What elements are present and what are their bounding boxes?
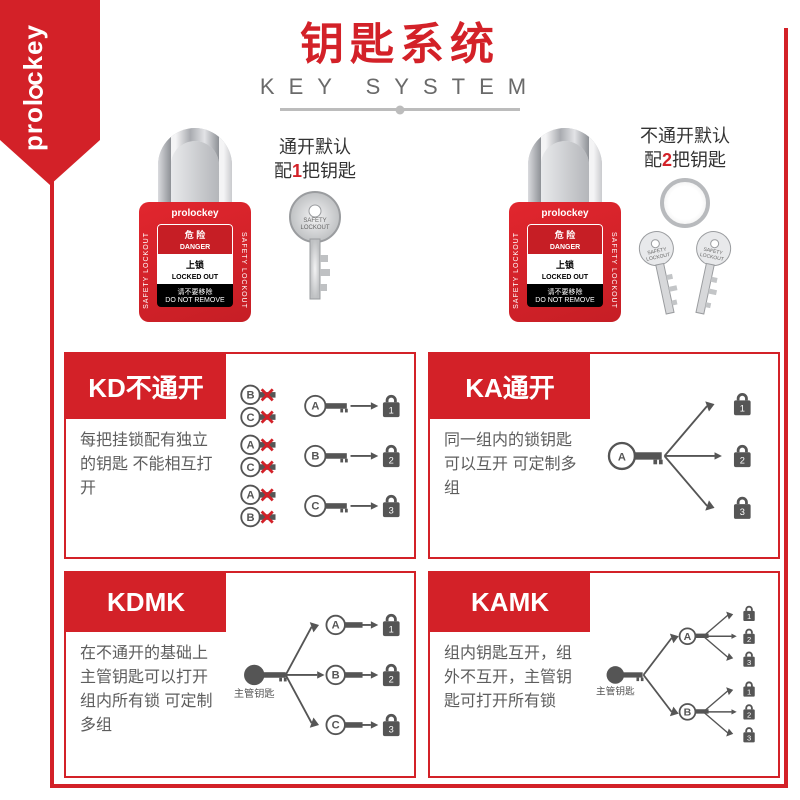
svg-text:A: A	[618, 452, 626, 464]
card-kamk: KAMK 组内钥匙互开，组外不互开，主管钥匙可打开所有锁 主管钥匙 A 1 2 …	[428, 571, 780, 778]
svg-text:1: 1	[389, 405, 394, 415]
padlock-label: 危 险DANGER 上锁LOCKED OUT 请不要移除DO NOT REMOV…	[527, 224, 603, 307]
svg-text:1: 1	[740, 404, 745, 414]
svg-text:1: 1	[747, 612, 751, 621]
svg-text:主管钥匙: 主管钥匙	[596, 685, 635, 697]
card-desc: 每把挂锁配有独立的钥匙 不能相互打开	[66, 419, 226, 509]
svg-text:B: B	[247, 390, 255, 402]
brand-logo: prolckey	[18, 24, 49, 151]
svg-text:B: B	[311, 451, 319, 463]
svg-text:2: 2	[747, 711, 751, 720]
kamk-diagram: 主管钥匙 A 1 2 3 B 1 2 3	[596, 579, 772, 770]
svg-text:LOCKOUT: LOCKOUT	[300, 225, 329, 231]
svg-text:3: 3	[747, 733, 751, 742]
svg-text:2: 2	[389, 455, 394, 465]
double-key-with-caption: 不通开默认 配2把钥匙 SAFETY LOCKOUT	[640, 124, 730, 321]
padlock-icon: SAFETY LOCKOUT SAFETY LOCKOUT prolockey …	[130, 122, 260, 322]
card-kd: KD不通开 每把挂锁配有独立的钥匙 不能相互打开	[64, 352, 416, 559]
svg-text:2: 2	[389, 674, 394, 684]
svg-text:1: 1	[389, 624, 394, 634]
svg-text:C: C	[332, 720, 340, 732]
svg-text:SAFETY: SAFETY	[303, 218, 326, 224]
card-desc: 在不通开的基础上 主管钥匙可以打开组内所有锁 可定制多组	[66, 632, 226, 746]
key-system-cards: KD不通开 每把挂锁配有独立的钥匙 不能相互打开	[64, 352, 780, 778]
lock-group-kd-default: SAFETY LOCKOUT SAFETY LOCKOUT prolockey …	[450, 122, 780, 322]
svg-text:B: B	[684, 706, 692, 718]
brand-arrow: prolckey	[0, 0, 130, 180]
card-title: KD不通开	[66, 354, 226, 419]
svg-text:C: C	[311, 501, 319, 513]
card-desc: 组内钥匙互开，组外不互开，主管钥匙可打开所有锁	[430, 632, 590, 722]
svg-text:2: 2	[747, 635, 751, 644]
svg-text:1: 1	[747, 688, 751, 697]
svg-text:2: 2	[740, 455, 745, 465]
single-key-with-caption: 通开默认 配1把钥匙 SAFETY LOCKOUT	[270, 135, 360, 310]
svg-text:主管钥匙: 主管钥匙	[234, 687, 275, 700]
lock-comparison-row: SAFETY LOCKOUT SAFETY LOCKOUT prolockey …	[80, 122, 780, 322]
svg-text:B: B	[247, 512, 255, 524]
key-icon: SAFETY LOCKOUT	[270, 189, 360, 309]
ka-diagram: A 1 2 3	[596, 360, 772, 551]
svg-text:3: 3	[389, 724, 394, 734]
kdmk-diagram: 主管钥匙 A B C 1 2 3	[232, 579, 408, 770]
card-kdmk: KDMK 在不通开的基础上 主管钥匙可以打开组内所有锁 可定制多组 主管钥匙 A…	[64, 571, 416, 778]
svg-text:A: A	[311, 401, 319, 413]
svg-text:C: C	[247, 462, 255, 474]
card-desc: 同一组内的锁钥匙可以互开 可定制多组	[430, 419, 590, 509]
card-title: KA通开	[430, 354, 590, 419]
svg-text:C: C	[247, 412, 255, 424]
svg-text:3: 3	[747, 658, 751, 667]
card-ka: KA通开 同一组内的锁钥匙可以互开 可定制多组 A 1 2 3	[428, 352, 780, 559]
svg-text:A: A	[247, 490, 255, 502]
svg-text:3: 3	[740, 507, 745, 517]
svg-text:A: A	[332, 620, 340, 632]
padlock-icon: SAFETY LOCKOUT SAFETY LOCKOUT prolockey …	[500, 122, 630, 322]
kd-diagram: B C A 1 A C B 2 A B C 3	[232, 360, 408, 551]
svg-text:3: 3	[389, 505, 394, 515]
card-title: KDMK	[66, 573, 226, 632]
key-icon: SAFETY LOCKOUT	[677, 227, 739, 324]
padlock-label: 危 险DANGER 上锁LOCKED OUT 请不要移除DO NOT REMOV…	[157, 224, 233, 307]
svg-text:B: B	[332, 670, 340, 682]
card-title: KAMK	[430, 573, 590, 632]
svg-text:A: A	[684, 631, 692, 643]
key-ring-icon	[660, 178, 710, 228]
svg-text:A: A	[247, 440, 255, 452]
